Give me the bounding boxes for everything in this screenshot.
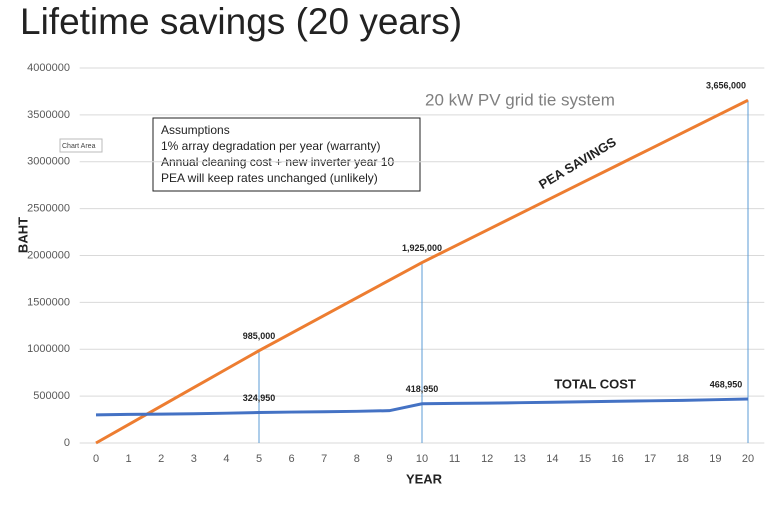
x-tick-label: 20 <box>742 453 754 465</box>
x-tick-label: 6 <box>289 453 295 465</box>
series-line <box>95 397 749 417</box>
x-tick-label: 4 <box>223 453 229 465</box>
x-tick-label: 3 <box>191 453 197 465</box>
y-tick-label: 4000000 <box>27 62 70 74</box>
data-label: 985,000 <box>243 331 276 341</box>
x-tick-label: 11 <box>449 453 460 465</box>
x-tick-label: 14 <box>546 453 558 465</box>
y-tick-label: 1500000 <box>27 296 70 308</box>
x-tick-label: 15 <box>579 453 591 465</box>
x-tick-label: 9 <box>386 453 392 465</box>
y-tick-label: 500000 <box>33 390 70 402</box>
x-tick-label: 2 <box>158 453 164 465</box>
assumptions-heading: Assumptions <box>161 123 230 137</box>
x-tick-label: 7 <box>321 453 327 465</box>
x-tick-label: 0 <box>93 453 99 465</box>
x-tick-label: 12 <box>481 453 493 465</box>
y-tick-label: 3000000 <box>27 156 70 168</box>
data-label: 468,950 <box>710 379 743 389</box>
x-tick-label: 5 <box>256 453 262 465</box>
x-tick-label: 19 <box>709 453 721 465</box>
assumption: 1% array degradation per year (warranty) <box>161 139 380 153</box>
x-tick-label: 10 <box>416 453 428 465</box>
assumptions-box <box>152 117 421 192</box>
y-tick-label: 0 <box>64 437 70 449</box>
series-label: TOTAL COST <box>554 376 636 391</box>
data-label: 418,950 <box>406 384 439 394</box>
chart-title: Lifetime savings (20 years) <box>20 1 462 42</box>
y-axis-label: BAHT <box>15 217 30 253</box>
x-tick-label: 1 <box>126 453 132 465</box>
series-label: PEA SAVINGS <box>536 134 619 192</box>
y-tick-label: 3500000 <box>27 109 70 121</box>
y-tick-label: 2500000 <box>27 203 70 215</box>
y-tick-label: 1000000 <box>27 343 70 355</box>
x-tick-label: 16 <box>611 453 623 465</box>
x-tick-label: 18 <box>677 453 689 465</box>
chart-subtitle: 20 kW PV grid tie system <box>425 90 615 109</box>
x-tick-label: 17 <box>644 453 656 465</box>
y-tick-label: 2000000 <box>27 249 70 261</box>
x-tick-label: 13 <box>514 453 526 465</box>
tooltip: Chart Area <box>62 143 96 150</box>
x-tick-label: 8 <box>354 453 360 465</box>
tooltip-box <box>59 138 103 153</box>
data-label: 3,656,000 <box>706 81 746 91</box>
data-label: 1,925,000 <box>402 243 442 253</box>
x-axis-label: YEAR <box>406 471 443 486</box>
assumption: PEA will keep rates unchanged (unlikely) <box>161 171 378 185</box>
data-label: 324,950 <box>243 393 276 403</box>
series-line <box>95 98 749 445</box>
